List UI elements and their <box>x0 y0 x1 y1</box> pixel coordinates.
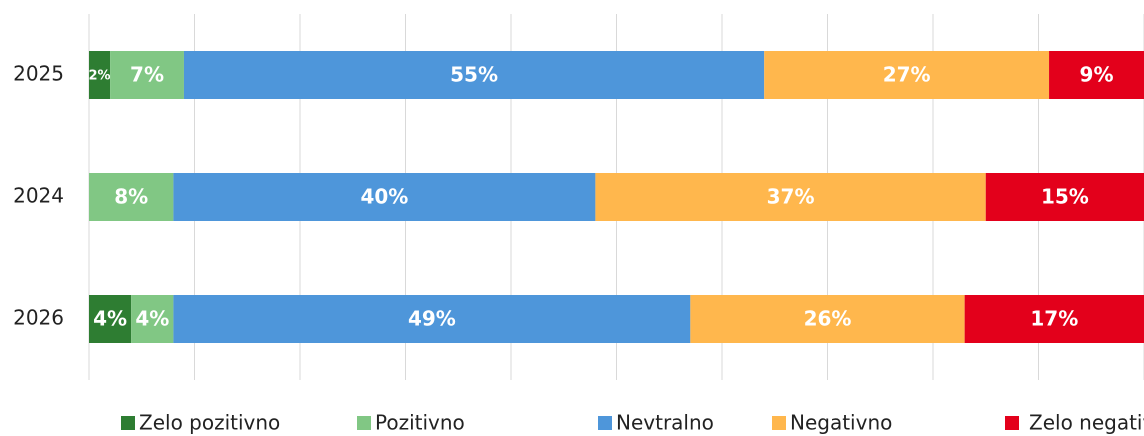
legend-label: Negativno <box>790 411 892 435</box>
legend-item: Negativno <box>772 411 892 435</box>
bar-segment <box>690 295 965 343</box>
legend-label: Zelo pozitivno <box>139 411 280 435</box>
data-label: 4% <box>135 307 169 331</box>
legend-item: Pozitivno <box>357 411 465 435</box>
bar-segment <box>89 51 111 99</box>
data-label: 17% <box>1030 307 1078 331</box>
bar-segment <box>764 51 1050 99</box>
data-label: 8% <box>114 185 148 209</box>
legend-item: Zelo negativno <box>1005 411 1144 435</box>
bar-segment <box>89 173 174 221</box>
data-label: 37% <box>767 185 815 209</box>
y-tick-label: 2025 <box>13 62 64 86</box>
data-label: 2% <box>89 69 111 84</box>
legend-item: Nevtralno <box>598 411 714 435</box>
bar-segment <box>89 295 132 343</box>
legend-label: Zelo negativno <box>1029 411 1144 435</box>
y-tick-label: 2024 <box>13 184 64 208</box>
bar-segment <box>110 51 184 99</box>
legend-swatch <box>357 416 371 430</box>
data-label: 55% <box>450 63 498 87</box>
bar-segment <box>131 295 174 343</box>
legend-swatch <box>1005 416 1019 430</box>
bar-segment <box>1049 51 1144 99</box>
data-label: 26% <box>804 307 852 331</box>
legend-label: Pozitivno <box>375 411 465 435</box>
data-label: 49% <box>408 307 456 331</box>
legend-swatch <box>772 416 786 430</box>
legend-swatch <box>121 416 135 430</box>
legend-label: Nevtralno <box>616 411 714 435</box>
bar-segment <box>173 173 596 221</box>
bar-segment <box>964 295 1144 343</box>
bar-segment <box>985 173 1144 221</box>
bar-segment <box>183 51 765 99</box>
data-label: 27% <box>883 63 931 87</box>
data-label: 4% <box>93 307 127 331</box>
legend-swatch <box>598 416 612 430</box>
bar-segment <box>595 173 986 221</box>
data-label: 15% <box>1041 185 1089 209</box>
data-label: 7% <box>130 63 164 87</box>
legend-item: Zelo pozitivno <box>121 411 280 435</box>
data-label: 9% <box>1080 63 1114 87</box>
bar-segment <box>173 295 691 343</box>
data-label: 40% <box>360 185 408 209</box>
y-tick-label: 2026 <box>13 306 64 330</box>
